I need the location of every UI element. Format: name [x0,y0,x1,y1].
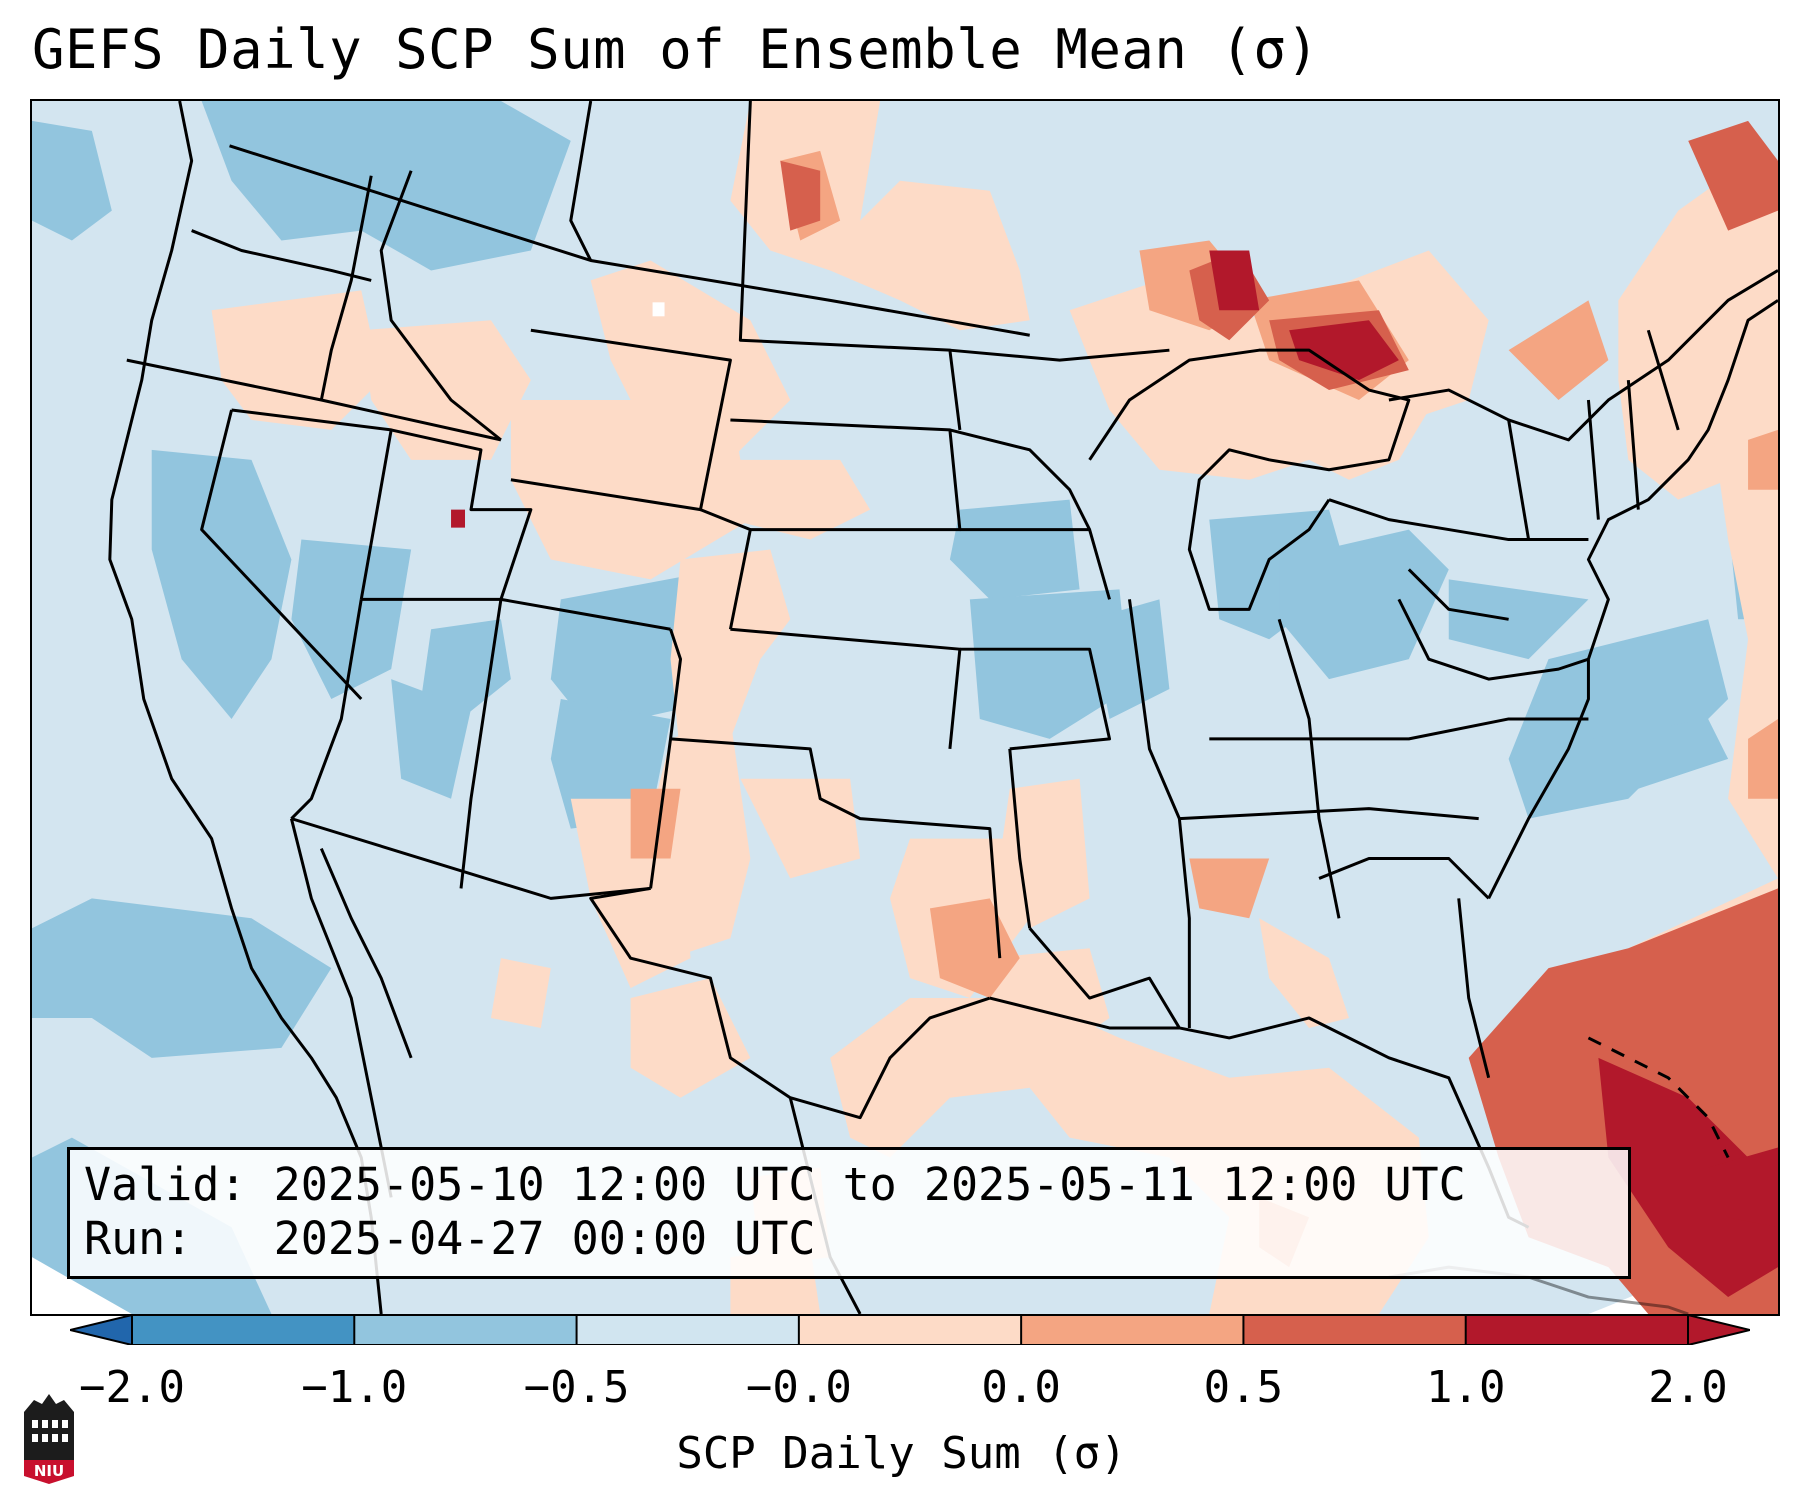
colorbar-tick-label: −1.0 [301,1362,408,1413]
colorbar-segment [1465,1315,1689,1345]
colorbar-tick-label: 0.0 [981,1362,1061,1413]
colorbar [70,1315,1750,1345]
colorbar-segment [132,1315,355,1345]
colorbar-extend-low [70,1315,132,1345]
colorbar-segment [576,1315,800,1345]
valid-value: 2025-05-10 12:00 UTC to 2025-05-11 12:00… [273,1158,1466,1211]
colorbar-label: SCP Daily Sum (σ) [676,1428,1127,1479]
near-zero-pixel [652,302,665,317]
valid-label: Valid: [84,1158,247,1211]
colorbar-tick-label: −0.5 [523,1362,630,1413]
run-value: 2025-04-27 00:00 UTC [273,1212,816,1265]
colorbar-segments [70,1315,1750,1345]
domain-edge-bottom-left [32,1237,272,1314]
colorbar-segment [1021,1315,1244,1345]
darkest-positive-patches [451,250,1778,1298]
logo-text: NIU [34,1462,64,1480]
colorbar-segment [1243,1315,1467,1345]
chart-title: GEFS Daily SCP Sum of Ensemble Mean (σ) [32,18,1320,81]
state-borders [108,101,1778,1314]
colorbar-segment [798,1315,1022,1345]
colorbar-tick-label: 1.0 [1425,1362,1506,1413]
run-label: Run: [84,1212,193,1265]
colorbar-segment [354,1315,578,1345]
colorbar-tick-label: −0.0 [745,1362,852,1413]
niu-logo: NIU [24,1394,74,1484]
colorbar-tick-label: 0.5 [1203,1362,1284,1413]
valid-run-box: Valid: 2025-05-10 12:00 UTC to 2025-05-1… [67,1147,1631,1279]
colorbar-tick-label: −2.0 [79,1362,185,1413]
colorbar-extend-high [1688,1315,1750,1345]
colorbar-tick-label: 2.0 [1648,1362,1728,1413]
map-panel [30,99,1780,1316]
scp-map [32,101,1778,1314]
